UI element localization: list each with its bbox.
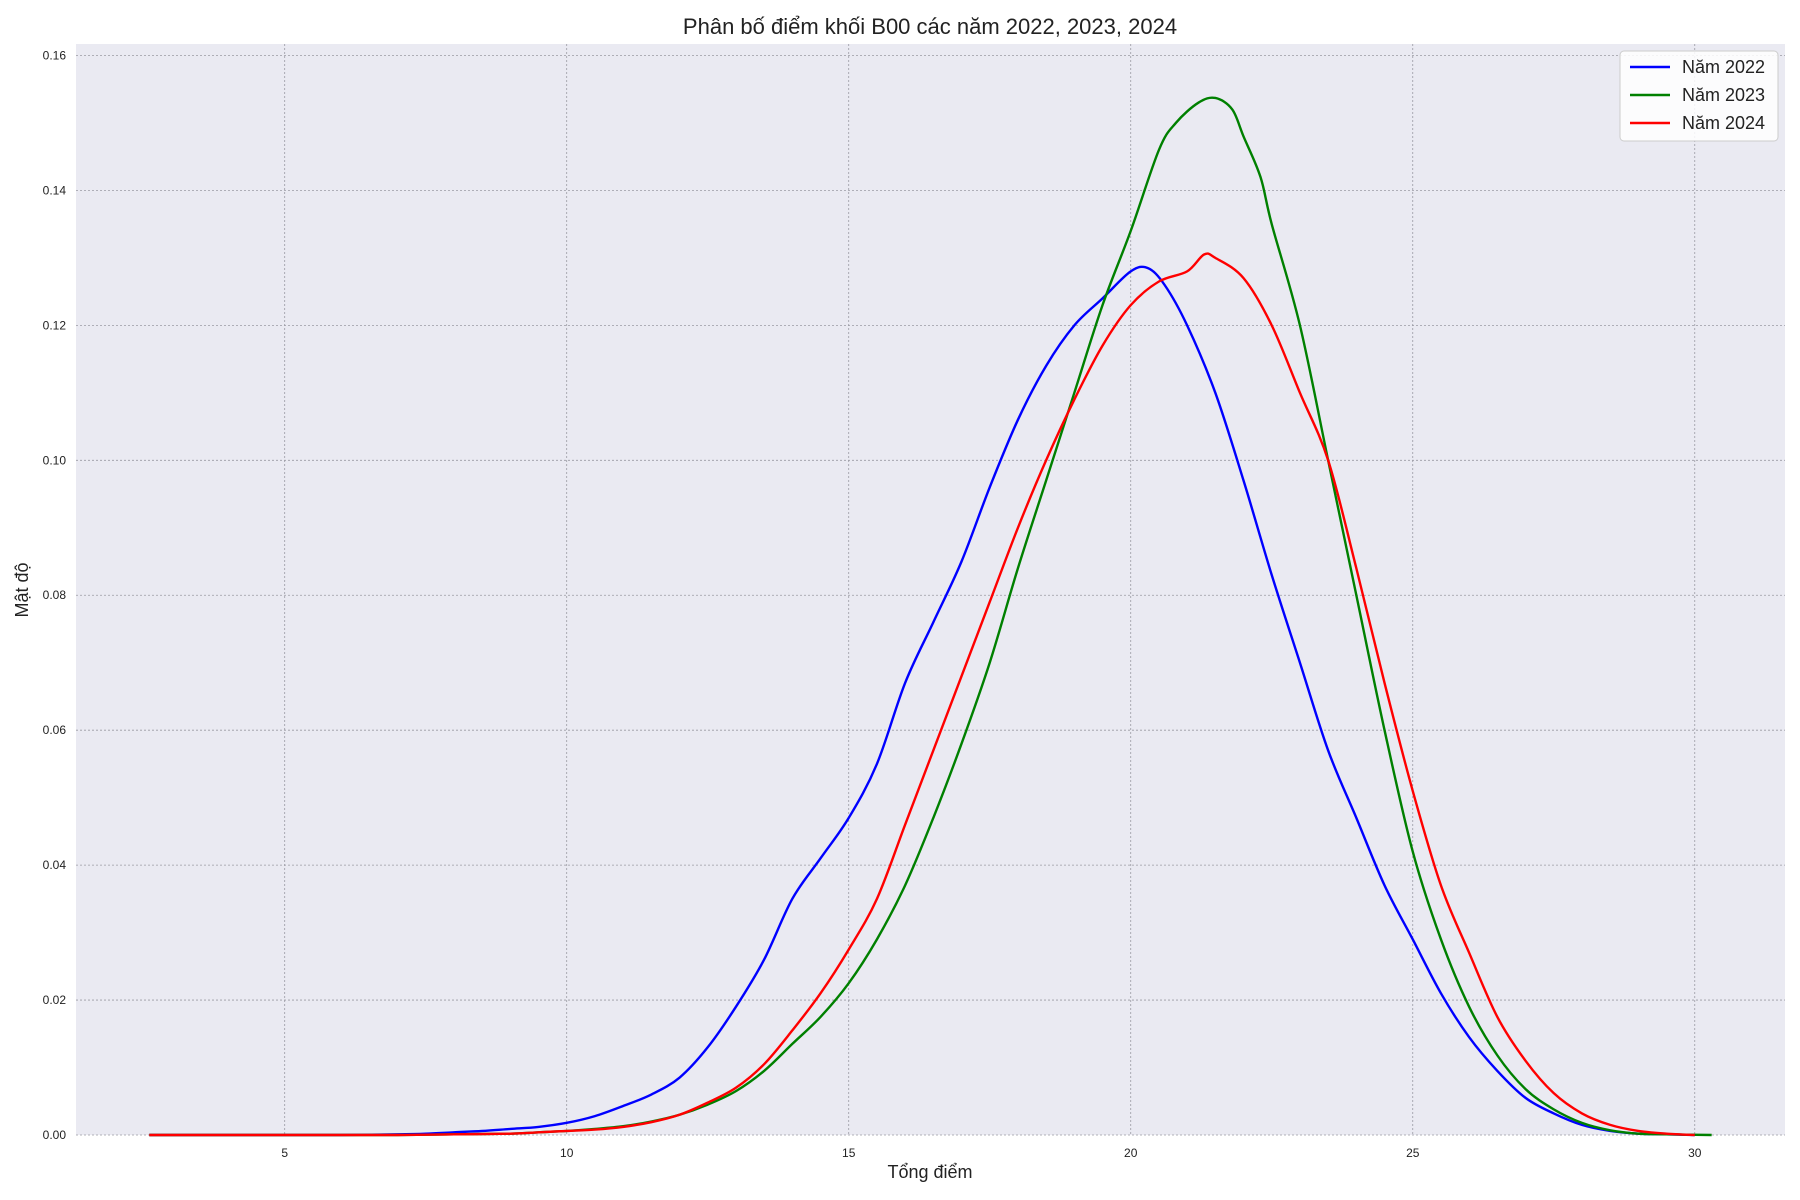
y-axis-label: Mật độ xyxy=(12,562,32,617)
x-tick-label: 15 xyxy=(842,1146,856,1160)
y-tick-label: 0.12 xyxy=(43,318,67,332)
y-tick-label: 0.06 xyxy=(43,723,67,737)
series-lines xyxy=(149,96,1712,1137)
x-tick-label: 5 xyxy=(281,1146,288,1160)
x-tick-label: 10 xyxy=(560,1146,574,1160)
y-tick-label: 0.00 xyxy=(43,1128,67,1142)
y-tick-label: 0.14 xyxy=(43,183,67,197)
x-axis-ticks: 5 10 15 20 25 30 xyxy=(281,1146,1701,1160)
y-tick-label: 0.16 xyxy=(43,48,67,62)
legend-label-3: Năm 2024 xyxy=(1682,113,1765,133)
series-line-1 xyxy=(149,265,1695,1137)
x-tick-label: 20 xyxy=(1124,1146,1138,1160)
series-line-3 xyxy=(149,252,1695,1137)
x-tick-label: 25 xyxy=(1406,1146,1420,1160)
x-tick-label: 30 xyxy=(1688,1146,1702,1160)
legend-label-1: Năm 2022 xyxy=(1682,57,1765,77)
chart-title: Phân bố điểm khối B00 các năm 2022, 2023… xyxy=(683,14,1177,39)
y-axis-ticks: 0.00 0.02 0.04 0.06 0.08 0.10 0.12 0.14 0.16 xyxy=(43,48,67,1142)
y-tick-label: 0.10 xyxy=(43,453,67,467)
legend-box xyxy=(1619,50,1779,142)
x-axis-label: Tổng điểm xyxy=(887,1162,972,1182)
y-tick-label: 0.04 xyxy=(43,858,67,872)
legend-label-2: Năm 2023 xyxy=(1682,85,1765,105)
plot-area xyxy=(76,44,1785,1135)
legend: Năm 2022 Năm 2023 Năm 2024 xyxy=(1619,50,1779,142)
y-tick-label: 0.02 xyxy=(43,993,67,1007)
y-tick-label: 0.08 xyxy=(43,588,67,602)
